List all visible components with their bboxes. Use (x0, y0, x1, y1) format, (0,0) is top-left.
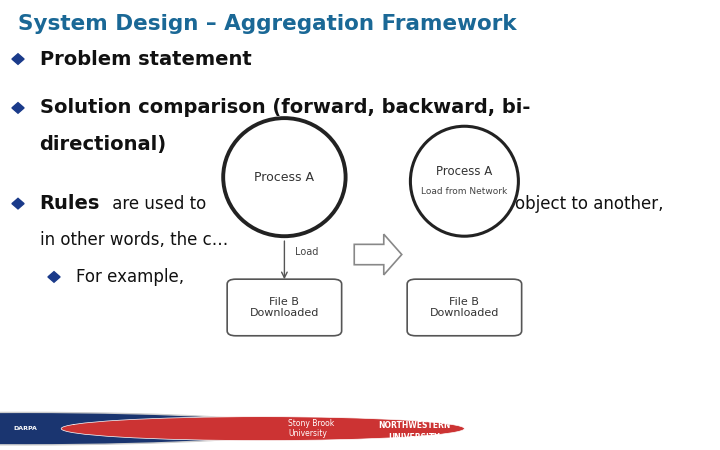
FancyBboxPatch shape (228, 279, 342, 336)
Text: For example,: For example, (76, 268, 184, 286)
Text: Solution comparison (forward, backward, bi-: Solution comparison (forward, backward, … (40, 99, 530, 117)
Text: DARPA: DARPA (13, 426, 37, 431)
Text: Rules: Rules (40, 194, 100, 213)
Text: NORTHWESTERN: NORTHWESTERN (378, 421, 450, 430)
Text: AT CHICAGO: AT CHICAGO (536, 435, 570, 440)
Text: Load: Load (295, 248, 318, 257)
Text: System Design – Aggregation Framework: System Design – Aggregation Framework (18, 14, 517, 34)
Text: UIC: UIC (504, 422, 528, 435)
Polygon shape (354, 234, 402, 275)
Text: in other words, the c…: in other words, the c… (40, 231, 228, 249)
Text: object to another,: object to another, (515, 194, 663, 213)
Circle shape (61, 417, 464, 441)
Text: Process A: Process A (436, 165, 492, 178)
Text: File B
Downloaded: File B Downloaded (250, 297, 319, 318)
Ellipse shape (223, 118, 346, 236)
Text: IBM Research: IBM Research (71, 423, 152, 434)
Polygon shape (12, 54, 24, 64)
Text: UNIVERSITY: UNIVERSITY (388, 433, 440, 442)
Polygon shape (12, 103, 24, 113)
Text: are used to: are used to (107, 194, 206, 213)
FancyBboxPatch shape (408, 279, 521, 336)
Text: Stony Brook
University: Stony Brook University (288, 419, 334, 438)
Text: directional): directional) (40, 135, 167, 154)
Polygon shape (48, 272, 60, 282)
Text: 10: 10 (686, 422, 702, 435)
Text: Process A: Process A (254, 171, 315, 184)
Text: Problem statement: Problem statement (40, 50, 251, 68)
Text: Load from Network: Load from Network (421, 187, 508, 196)
Circle shape (0, 412, 299, 445)
Text: File B
Downloaded: File B Downloaded (430, 297, 499, 318)
Polygon shape (12, 198, 24, 209)
Ellipse shape (410, 126, 518, 236)
Text: UNIVERSITY OF ILLINOIS: UNIVERSITY OF ILLINOIS (536, 423, 602, 427)
